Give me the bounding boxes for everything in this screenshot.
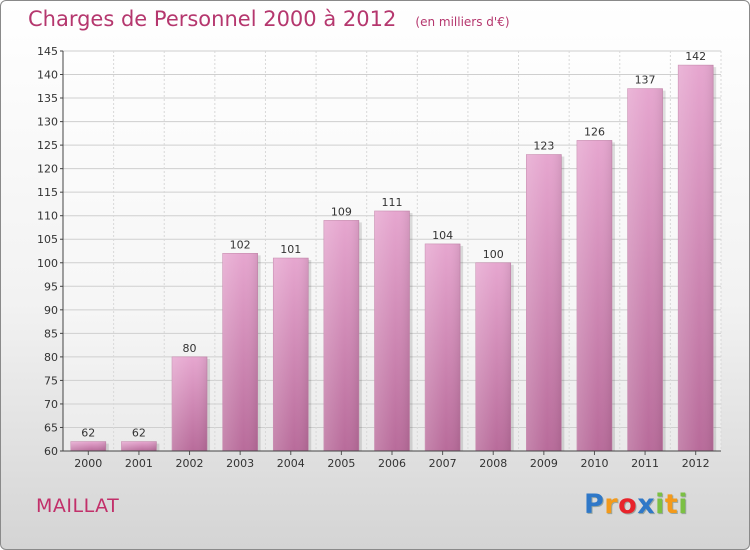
y-tick-label: 85 [44,327,58,340]
x-tick-label: 2006 [378,457,406,470]
bar-highlight [121,441,157,451]
x-tick-label: 2007 [429,457,457,470]
title-row: Charges de Personnel 2000 à 2012 (en mil… [28,7,510,31]
x-tick-label: 2002 [176,457,204,470]
x-tick-label: 2003 [226,457,254,470]
bars [70,64,717,452]
value-label: 102 [230,238,251,251]
y-tick-label: 90 [44,304,58,317]
chart-subtitle: (en milliers d'€) [415,15,510,29]
y-tick-label: 80 [44,351,58,364]
bar-highlight [374,211,410,451]
bar-highlight [273,258,309,451]
bar-highlight [576,140,612,452]
y-tick-label: 135 [37,92,58,105]
proxiti-logo: Proxiti [584,489,688,520]
x-tick-label: 2008 [479,457,507,470]
bar-highlight [627,88,663,451]
bar-highlight [475,262,511,451]
y-tick-label: 120 [37,163,58,176]
bar-highlight [425,243,461,451]
y-tick-label: 140 [37,69,58,82]
bar-highlight [323,220,359,451]
value-label: 137 [635,74,656,87]
axes [60,50,721,455]
value-label: 80 [183,342,197,355]
y-tick-label: 115 [37,186,58,199]
value-label: 109 [331,205,352,218]
value-label: 123 [533,140,554,153]
y-tick-label: 105 [37,233,58,246]
bar-highlight [70,441,106,451]
logo-letter: o [618,489,638,520]
value-label: 101 [280,243,301,256]
x-tick-label: 2009 [530,457,558,470]
logo-letter: r [604,489,619,520]
value-label: 111 [382,196,403,209]
value-label: 142 [685,50,706,63]
value-label: 62 [132,427,146,440]
x-tick-label: 2001 [125,457,153,470]
logo-letter: i [655,489,665,520]
y-tick-label: 70 [44,398,58,411]
y-tick-label: 130 [37,116,58,129]
y-tick-label: 65 [44,421,58,434]
y-tick-label: 95 [44,280,58,293]
chart-title: Charges de Personnel 2000 à 2012 [28,7,397,31]
x-tick-label: 2004 [277,457,305,470]
x-tick-label: 2011 [631,457,659,470]
logo-letter: x [637,489,656,520]
bar-highlight [172,356,208,451]
bar-highlight [526,154,562,451]
labels: 60 65 70 75 80 85 90 95 100 105 110 115 120 125 130 135… [37,45,710,470]
x-tick-label: 2012 [682,457,710,470]
logo-letter: i [678,489,689,520]
x-tick-label: 2005 [327,457,355,470]
y-tick-label: 100 [37,257,58,270]
y-tick-label: 110 [37,210,58,223]
y-tick-label: 125 [37,139,58,152]
bar-highlight [678,65,714,451]
logo-letter: t [664,489,679,520]
y-tick-label: 60 [44,445,58,458]
value-label: 126 [584,125,605,138]
value-label: 100 [483,248,504,261]
y-tick-label: 145 [37,45,58,58]
value-label: 62 [81,427,95,440]
y-tick-label: 75 [44,374,58,387]
x-tick-label: 2010 [580,457,608,470]
logo-letter: P [584,489,605,520]
x-tick-label: 2000 [74,457,102,470]
bar-highlight [222,253,258,451]
commune-name: MAILLAT [36,495,120,517]
value-label: 104 [432,229,453,242]
